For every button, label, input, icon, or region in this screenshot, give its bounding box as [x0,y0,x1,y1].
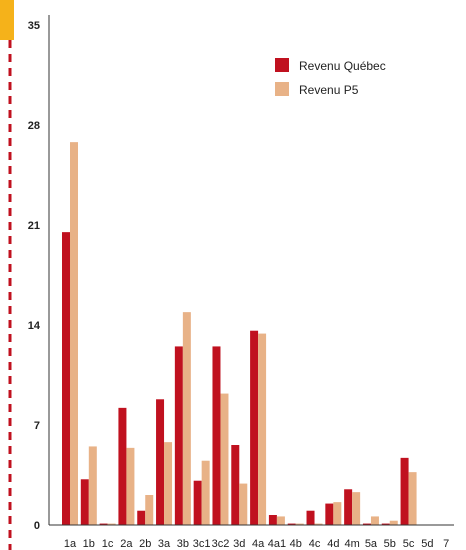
legend-label: Revenu P5 [299,83,359,97]
bar-revenu-quebec [325,503,334,525]
x-tick-label: 4a1 [268,538,286,550]
x-tick-label: 5b [384,538,396,550]
y-tick-label: 7 [34,420,40,432]
legend-label: Revenu Québec [299,59,386,73]
x-axis: 1a 1b 1c 2a 2b 3a 3b 3c1 3c2 3d 4a 4a1 4b 4c 4d 4m 5a 5b 5… [49,524,454,550]
x-tick-label: 1a [64,538,77,550]
bar-revenu-p5 [107,523,116,525]
bar-revenu-quebec [287,523,296,525]
y-tick-label: 14 [28,320,41,332]
x-tick-label: 3b [177,538,189,550]
bar-revenu-p5 [182,312,191,525]
x-tick-label: 1c [102,538,114,550]
bar-revenu-p5 [333,502,342,525]
bar-revenu-p5 [70,142,78,525]
bar-revenu-p5 [88,446,97,525]
y-tick-label: 21 [28,220,40,232]
bar-revenu-quebec [268,515,277,525]
x-tick-label: 5a [365,538,378,550]
bar-revenu-p5 [276,516,285,525]
x-tick-label: 4b [290,538,302,550]
y-tick-label: 35 [28,20,40,32]
x-tick-label: 4m [345,538,360,550]
x-tick-label: 1b [83,538,95,550]
bar-revenu-quebec [250,330,259,525]
legend: Revenu Québec Revenu P5 [275,58,386,97]
bar-revenu-p5 [408,472,417,525]
x-tick-label: 2a [120,538,133,550]
bar-revenu-p5 [295,523,304,525]
y-tick-label: 0 [34,520,40,532]
bar-revenu-quebec [174,346,183,525]
bar-revenu-quebec [80,479,89,525]
bar-revenu-quebec [344,489,353,525]
bar-revenu-quebec [137,510,146,525]
x-tick-label: 4a [252,538,265,550]
bar-revenu-p5 [201,460,210,525]
bar-revenu-quebec [193,480,202,525]
x-tick-label: 7 [443,538,449,550]
bar-revenu-p5 [389,520,398,525]
bar-revenu-quebec [156,399,165,525]
bar-revenu-quebec [62,232,70,525]
bar-revenu-quebec [231,445,240,525]
bar-revenu-p5 [220,393,229,525]
x-tick-label: 3c1 [193,538,211,550]
bar-revenu-quebec [362,523,371,525]
x-tick-label: 3c2 [212,538,230,550]
bar-revenu-quebec [306,510,315,525]
bar-revenu-p5 [258,333,267,525]
bar-revenu-quebec [381,523,390,525]
bar-revenu-quebec [400,457,409,525]
bar-revenu-p5 [126,447,135,525]
decorative-left-border [0,0,14,550]
bar-revenu-p5 [370,516,379,525]
bar-revenu-p5 [145,495,154,525]
bar-revenu-p5 [239,483,248,525]
bar-revenu-quebec [212,346,221,525]
x-tick-label: 4c [309,538,321,550]
x-tick-label: 3d [233,538,245,550]
y-tick-label: 28 [28,120,40,132]
bar-revenu-p5 [314,523,323,525]
bar-revenu-quebec [99,523,108,525]
legend-swatch [275,58,289,72]
bars [62,142,417,525]
bar-revenu-quebec [118,407,127,525]
x-tick-label: 4d [327,538,339,550]
bar-revenu-p5 [352,492,361,525]
x-tick-label: 3a [158,538,171,550]
y-axis: 0 7 14 21 28 35 [28,15,50,532]
x-tick-label: 2b [139,538,151,550]
bar-revenu-p5 [164,442,173,525]
x-tick-label: 5d [421,538,433,550]
legend-swatch [275,82,289,96]
x-tick-label: 5c [403,538,415,550]
